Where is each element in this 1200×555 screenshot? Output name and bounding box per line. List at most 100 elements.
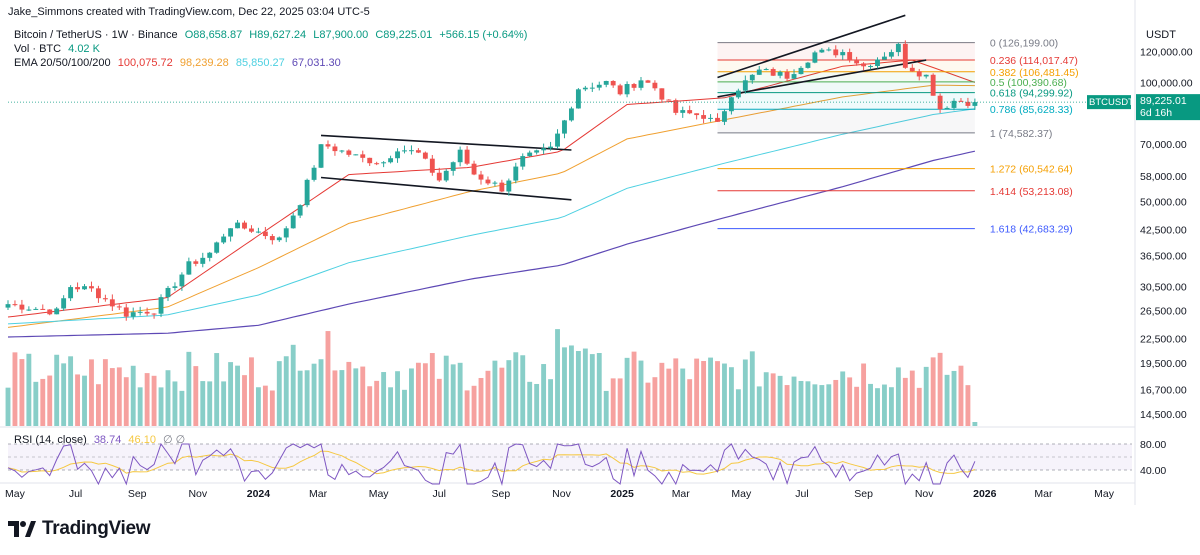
time-tick-label: 2026 — [973, 488, 997, 500]
price-tick-label: 16,700.00 — [1140, 385, 1187, 397]
price-axis[interactable]: 120,000.00 100,000.00 70,000.00 58,000.00 50… — [1140, 46, 1193, 477]
volume-bar — [840, 371, 846, 426]
volume-bar — [868, 383, 873, 426]
volume-bar — [742, 359, 748, 426]
candles — [5, 40, 978, 321]
volume-bar — [158, 387, 164, 426]
volume-bar — [770, 373, 776, 426]
time-tick-label: May — [731, 488, 752, 500]
candle — [735, 88, 741, 99]
volume-bar — [360, 366, 366, 426]
volume-bar — [555, 329, 560, 426]
price-tick-label: 70,000.00 — [1140, 139, 1187, 151]
candle — [269, 234, 275, 245]
ema-label[interactable]: EMA 20/50/100/200 — [14, 57, 111, 69]
candle — [374, 161, 380, 166]
candle — [562, 119, 567, 139]
volume-bar — [916, 387, 922, 426]
candle — [95, 285, 101, 303]
volume-bar — [958, 365, 964, 426]
candle — [666, 99, 672, 101]
rsi-value: 38.74 — [93, 434, 122, 446]
candle — [33, 307, 39, 310]
volume-bar — [255, 387, 261, 426]
time-tick-label: May — [1094, 488, 1115, 500]
rsi-label[interactable]: RSI (14, close) — [14, 434, 87, 446]
volume-bar — [402, 389, 407, 426]
candle — [276, 236, 282, 242]
fib-label: 0.382 (106,481.45) — [990, 67, 1079, 79]
volume-bar — [875, 388, 880, 426]
volume-bar — [735, 389, 741, 426]
candle — [318, 144, 324, 169]
fib-label: 0.236 (114,017.47) — [990, 55, 1078, 67]
volume-bar — [179, 390, 185, 426]
volume-bar — [652, 377, 658, 426]
trendline[interactable] — [320, 134, 572, 151]
volume-bar — [374, 380, 380, 426]
volume-label[interactable]: Vol · BTC — [14, 43, 62, 55]
time-tick-label: Nov — [552, 488, 571, 500]
volume-bar — [221, 381, 227, 426]
candle — [367, 157, 373, 166]
volume-bar — [722, 363, 727, 426]
candle — [116, 304, 122, 311]
candle — [478, 170, 484, 185]
trendline[interactable] — [320, 176, 572, 201]
volume-bar — [694, 358, 700, 426]
volume-bar — [951, 370, 957, 426]
candle — [951, 98, 957, 111]
volume-bar — [450, 364, 456, 426]
volume-bar — [339, 370, 345, 426]
currency-label[interactable]: USDT — [1146, 29, 1176, 41]
time-tick-label: Mar — [309, 488, 328, 500]
volume-bar — [541, 364, 547, 426]
tradingview-logo-icon — [8, 521, 36, 537]
trendlines[interactable] — [320, 14, 927, 201]
symbol-title[interactable]: Bitcoin / TetherUS · 1W · Binance — [14, 29, 178, 41]
candle — [102, 294, 108, 302]
candle — [19, 299, 25, 314]
fibonacci-retracement[interactable]: 0 (126,199.00) 0.236 (114,017.47)0.382 (1… — [717, 38, 1079, 236]
tradingview-logo[interactable]: TradingView — [8, 518, 151, 540]
price-tick-label: 50,000.00 — [1140, 196, 1187, 208]
rsi-line — [7, 442, 976, 486]
volume-bar — [443, 355, 449, 426]
volume-bar — [471, 385, 477, 426]
candle — [82, 284, 87, 290]
volume-bar — [89, 359, 94, 426]
volume-bar — [102, 359, 108, 426]
trendline[interactable] — [717, 14, 906, 79]
price-tick-label: 30,500.00 — [1140, 281, 1187, 293]
candle — [589, 82, 595, 92]
volume-bar — [346, 361, 352, 426]
volume-bar — [944, 374, 950, 426]
candle — [840, 49, 846, 60]
candle — [255, 227, 261, 234]
candle — [353, 154, 359, 156]
volume-bar — [812, 384, 818, 426]
volume-bar — [82, 375, 87, 426]
time-axis[interactable]: May Jul Sep Nov 2024 Mar May Jul Sep Nov 2025 Mar Ma… — [5, 488, 1115, 500]
volume-bar — [854, 386, 860, 426]
volume-bar — [172, 381, 178, 426]
candle — [297, 204, 303, 219]
volume-bar — [972, 422, 978, 426]
chart-attribution: Jake_Simmons created with TradingView.co… — [8, 6, 370, 18]
volume-bar — [290, 344, 296, 426]
volume-bar — [847, 377, 853, 426]
candle — [130, 307, 136, 320]
price-tick-label: 22,500.00 — [1140, 333, 1187, 345]
volume-bar — [882, 384, 887, 426]
volume-legend: Vol · BTC 4.02 K — [14, 43, 104, 55]
ema200-line — [7, 150, 976, 338]
candle — [895, 42, 901, 57]
volume-bar — [332, 370, 338, 426]
candle — [742, 75, 748, 94]
trendline[interactable] — [717, 59, 927, 98]
candle — [763, 67, 769, 71]
candle — [144, 307, 150, 316]
volume-bar — [548, 379, 554, 426]
fib-band — [717, 71, 975, 82]
